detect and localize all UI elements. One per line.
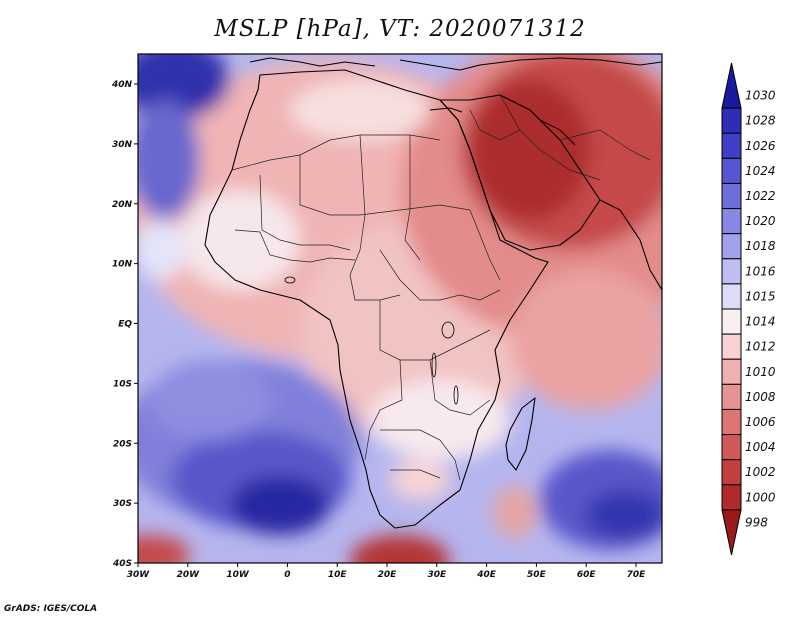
colorbar-label: 1024 bbox=[745, 164, 776, 178]
plot-frame bbox=[137, 53, 663, 564]
lon-tick-label: 20E bbox=[378, 570, 398, 580]
colorbar-label: 1026 bbox=[745, 139, 776, 153]
colorbar-label: 1030 bbox=[745, 89, 776, 103]
colorbar-label: 1002 bbox=[745, 465, 776, 479]
lat-tick-label: 30N bbox=[112, 140, 133, 150]
colorbar-swatch bbox=[721, 308, 742, 335]
colorbar-swatch bbox=[721, 434, 742, 461]
colorbar-swatch bbox=[721, 132, 742, 159]
colorbar-swatch bbox=[721, 333, 742, 360]
lon-tick-label: 70E bbox=[627, 570, 647, 580]
colorbar-label: 1015 bbox=[745, 289, 776, 303]
colorbar-label: 1006 bbox=[745, 415, 776, 429]
colorbar-swatch bbox=[721, 459, 742, 486]
colorbar-label: 1008 bbox=[745, 390, 776, 404]
lat-tick-label: 10S bbox=[113, 379, 132, 389]
colorbar-swatch bbox=[721, 408, 742, 436]
pressure-field bbox=[138, 54, 662, 563]
lat-tick-label: 20S bbox=[113, 439, 132, 449]
lat-tick-label: 40N bbox=[111, 80, 133, 90]
colorbar-swatch bbox=[721, 383, 742, 410]
colorbar-label: 1016 bbox=[745, 264, 776, 278]
colorbar-swatch bbox=[721, 182, 742, 210]
colorbar-label: 1000 bbox=[745, 490, 776, 504]
colorbar-label: 1010 bbox=[745, 365, 776, 379]
lon-tick-label: 30W bbox=[127, 570, 151, 580]
colorbar-swatch bbox=[721, 283, 742, 310]
lon-tick-label: 20W bbox=[177, 570, 201, 580]
lon-tick-label: 0 bbox=[284, 570, 290, 580]
colorbar-swatch bbox=[721, 62, 742, 109]
colorbar-swatch bbox=[721, 358, 742, 385]
colorbar-swatch bbox=[721, 484, 742, 511]
colorbar-label: 1018 bbox=[745, 239, 776, 253]
footer-credit: GrADS: IGES/COLA bbox=[4, 604, 98, 614]
lat-tick-label: 40S bbox=[112, 559, 132, 569]
longitude-axis: 30W 20W 10W 0 10E 20E 30E 40E 50E 60E 70E bbox=[127, 563, 646, 580]
lon-tick-label: 40E bbox=[476, 570, 497, 580]
latitude-axis: 40N 30N 20N 10N EQ 10S 20S 30S 40S bbox=[111, 80, 138, 569]
lat-tick-label: 10N bbox=[112, 260, 133, 270]
country-borders bbox=[231, 94, 651, 481]
lat-tick-label: 30S bbox=[113, 499, 132, 509]
colorbar-label: 998 bbox=[745, 515, 768, 529]
colorbar-swatch bbox=[721, 258, 742, 285]
lat-tick-label: 20N bbox=[112, 200, 133, 210]
colorbar-label: 1028 bbox=[745, 114, 776, 128]
lakes bbox=[284, 276, 459, 405]
colorbar-label: 1022 bbox=[745, 189, 776, 203]
coastlines bbox=[204, 57, 662, 529]
colorbar: 1030 1028 1026 1024 1022 1020 1018 1016 1015 1014… bbox=[721, 62, 776, 556]
colorbar-swatch bbox=[721, 107, 742, 134]
colorbar-swatch bbox=[721, 157, 742, 184]
colorbar-label: 1012 bbox=[745, 340, 776, 354]
colorbar-label: 1014 bbox=[745, 315, 776, 329]
lon-tick-label: 60E bbox=[577, 570, 597, 580]
colorbar-swatch bbox=[721, 509, 742, 556]
colorbar-label: 1020 bbox=[745, 214, 776, 228]
lon-tick-label: 50E bbox=[527, 570, 547, 580]
lon-tick-label: 10W bbox=[226, 570, 250, 580]
colorbar-swatch bbox=[721, 208, 742, 235]
lon-tick-label: 10E bbox=[328, 570, 348, 580]
colorbar-swatch bbox=[721, 233, 742, 260]
lon-tick-label: 30E bbox=[427, 570, 447, 580]
lat-tick-label: EQ bbox=[118, 320, 132, 330]
colorbar-label: 1004 bbox=[745, 440, 776, 454]
map-title: MSLP [hPa], VT: 2020071312 bbox=[214, 16, 586, 42]
